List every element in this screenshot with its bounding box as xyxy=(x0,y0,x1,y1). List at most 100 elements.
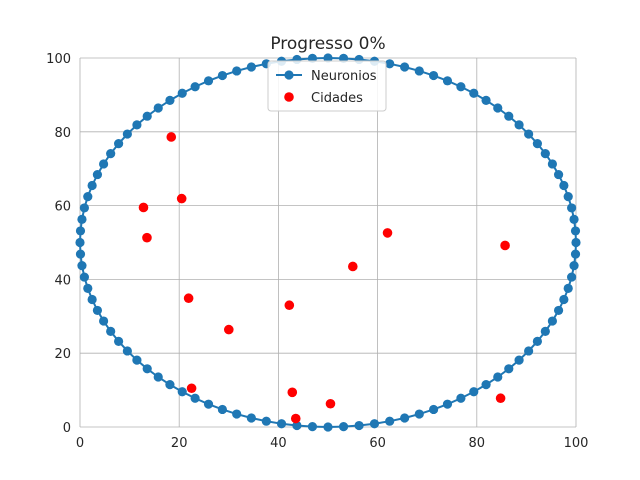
neuron-point xyxy=(77,214,87,224)
neuron-point xyxy=(132,120,142,130)
neuron-point xyxy=(83,192,93,202)
legend-box xyxy=(267,60,387,112)
neuron-point xyxy=(532,336,542,346)
neuron-point xyxy=(122,346,132,356)
neuron-point xyxy=(428,404,439,415)
neuron-point xyxy=(92,169,103,180)
neuron-point xyxy=(354,420,364,431)
neuron-point xyxy=(570,226,581,236)
neuron-point xyxy=(142,111,152,121)
neuron-point xyxy=(532,139,542,149)
neuron-point xyxy=(569,214,579,224)
neuron-point xyxy=(217,70,228,81)
neuron-point xyxy=(540,149,550,159)
y-tick-label: 100 xyxy=(46,52,71,67)
neuron-point xyxy=(456,82,466,92)
x-tick-label: 80 xyxy=(469,436,486,451)
x-tick-label: 20 xyxy=(171,436,188,451)
y-tick-label: 80 xyxy=(54,126,71,141)
city-point xyxy=(186,383,197,394)
neuron-point xyxy=(442,399,453,409)
plot-area: 0 20 40 60 80 100 0 20 40 60 80 100 xyxy=(46,52,588,451)
x-tick-label: 40 xyxy=(270,436,287,451)
city-point xyxy=(287,387,298,398)
neuron-point xyxy=(307,422,318,432)
x-tick-label: 60 xyxy=(369,436,386,451)
neuron-point xyxy=(77,261,87,271)
neuron-point xyxy=(456,393,466,403)
neuron-point xyxy=(292,420,302,431)
neuron-point xyxy=(504,111,514,121)
neuron-point xyxy=(400,413,410,423)
neuron-point xyxy=(232,409,242,419)
neuron-point xyxy=(514,120,524,130)
neuron-point xyxy=(369,419,380,429)
neuron-point xyxy=(203,399,214,409)
neuron-point xyxy=(203,76,214,86)
neuron-point xyxy=(414,66,424,76)
neuron-point xyxy=(493,372,503,382)
neuron-point xyxy=(246,413,256,423)
neuron-point xyxy=(92,305,103,316)
neuron-point xyxy=(540,326,550,336)
city-point xyxy=(183,293,194,304)
neuron-point xyxy=(153,372,163,382)
city-point xyxy=(500,240,510,251)
neuron-point xyxy=(106,326,116,336)
neuron-point xyxy=(87,180,97,191)
neuron-point xyxy=(232,66,242,76)
legend: Neuronios Cidades xyxy=(267,60,387,112)
city-point xyxy=(224,324,234,335)
neuron-point xyxy=(323,422,333,432)
x-tick-label: 100 xyxy=(564,436,589,451)
neuron-point xyxy=(442,76,453,86)
neuron-point xyxy=(153,103,163,113)
city-point xyxy=(138,202,149,213)
legend-city-label: Cidades xyxy=(311,91,363,106)
neuron-point xyxy=(400,62,410,72)
city-point xyxy=(290,413,301,424)
neuron-point xyxy=(165,380,175,390)
neuron-point xyxy=(177,88,187,98)
neuron-point xyxy=(570,249,581,259)
city-point xyxy=(142,232,152,243)
y-tick-label: 20 xyxy=(54,347,71,362)
city-point xyxy=(495,393,506,404)
neuron-point xyxy=(481,95,491,105)
neuron-point xyxy=(469,387,479,397)
legend-neuron-label: Neuronios xyxy=(311,69,377,84)
neuron-point xyxy=(87,294,97,305)
neuron-point xyxy=(385,59,395,69)
neuron-point xyxy=(190,393,200,403)
city-point xyxy=(176,193,187,204)
legend-neuron-marker xyxy=(284,70,294,80)
neuron-point xyxy=(524,346,534,356)
neuron-point xyxy=(524,129,534,139)
neuron-point xyxy=(122,129,132,139)
city-point xyxy=(284,300,295,311)
neuron-point xyxy=(132,355,142,365)
x-tick-label: 0 xyxy=(76,436,84,451)
neuron-point xyxy=(99,316,109,326)
neuron-point xyxy=(75,249,86,259)
neuron-point xyxy=(114,139,124,149)
neuron-point xyxy=(99,159,109,169)
neuron-point xyxy=(165,95,175,105)
neuron-point xyxy=(385,416,395,426)
neuron-point xyxy=(553,305,564,316)
neuron-point xyxy=(571,237,581,248)
neuron-point xyxy=(567,203,577,213)
neuron-point xyxy=(428,70,439,81)
y-tick-label: 40 xyxy=(54,273,71,288)
neuron-point xyxy=(567,272,577,282)
neuron-point xyxy=(559,294,569,305)
legend-city-marker xyxy=(284,92,294,102)
neuron-point xyxy=(559,180,569,191)
neuron-point xyxy=(563,192,573,202)
neuron-point xyxy=(142,364,152,374)
neuron-point xyxy=(338,422,349,432)
neuron-point xyxy=(563,283,573,293)
neuron-point xyxy=(261,416,271,426)
neuron-point xyxy=(569,261,579,271)
